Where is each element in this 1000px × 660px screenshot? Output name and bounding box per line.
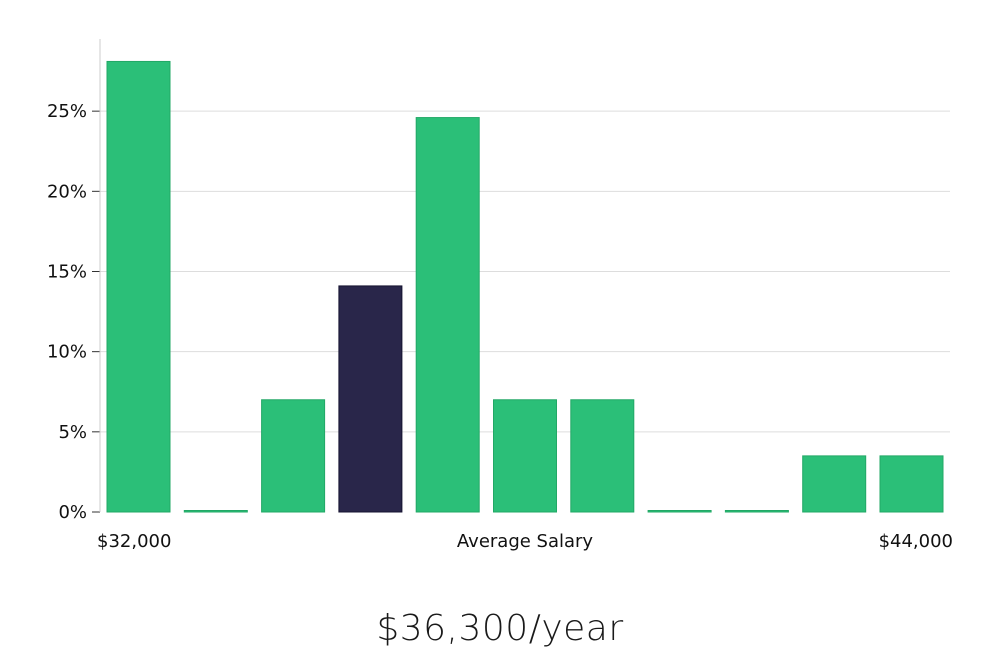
bar (106, 60, 171, 513)
bar (724, 510, 789, 513)
y-tick-label: 20% (47, 181, 87, 202)
bar (493, 399, 557, 513)
y-axis-ticks: 0% 5% 10% 15% 20% 25% (47, 101, 100, 523)
x-max-label: $44,000 (879, 531, 953, 552)
bar (570, 399, 635, 513)
bar (415, 117, 480, 513)
bar-highlighted (338, 285, 403, 513)
bar (802, 455, 867, 513)
y-tick-label: 5% (58, 422, 87, 443)
average-salary-value: $36,300/year (376, 608, 624, 649)
y-tick-label: 10% (47, 342, 87, 363)
y-tick-label: 25% (47, 101, 87, 122)
bar (647, 510, 712, 513)
bars (106, 60, 944, 513)
bar (261, 399, 326, 513)
y-tick-label: 0% (58, 502, 87, 523)
x-axis-title: Average Salary (457, 531, 594, 552)
grid-lines (100, 110, 950, 433)
salary-histogram: 0%5%10%15%20%25% $32,000 Average Salary … (47, 39, 953, 552)
x-min-label: $32,000 (97, 531, 171, 552)
y-tick-label: 15% (47, 261, 87, 282)
bar (183, 510, 248, 513)
bar (879, 455, 944, 513)
